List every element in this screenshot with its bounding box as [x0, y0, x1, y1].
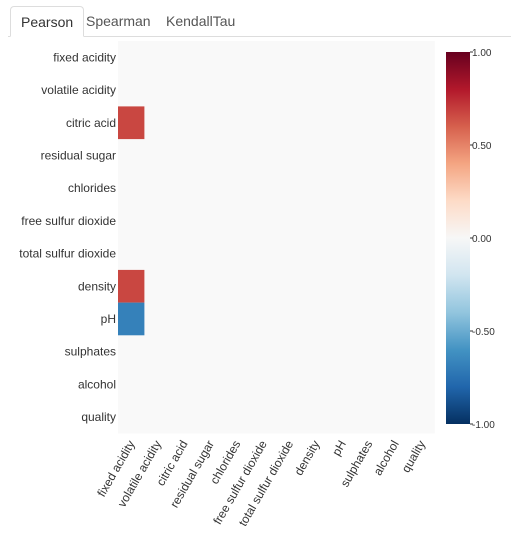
tab-kendalltau[interactable]: KendallTau	[166, 13, 236, 29]
correlation-tabs: Pearson Spearman KendallTau	[8, 6, 511, 37]
row-label: sulphates	[65, 345, 116, 359]
colorbar-tick-label: 0.50	[472, 141, 492, 152]
tab-pearson[interactable]: Pearson	[10, 6, 85, 37]
column-label: density	[291, 438, 322, 478]
colorbar-tick-label: -1.00	[472, 420, 495, 431]
colorbar-tick-label: -0.50	[472, 327, 495, 338]
row-label: chlorides	[68, 181, 116, 195]
row-label: volatile acidity	[41, 83, 116, 97]
row-label: citric acid	[66, 116, 116, 130]
row-label: quality	[81, 410, 116, 424]
column-label: quality	[399, 438, 428, 475]
row-label: total sulfur dioxide	[19, 247, 116, 261]
row-label: residual sugar	[41, 148, 116, 162]
row-label: free sulfur dioxide	[21, 214, 116, 228]
row-label: fixed acidity	[53, 50, 116, 64]
column-label: alcohol	[371, 438, 402, 478]
row-label: pH	[101, 312, 116, 326]
column-label: pH	[329, 438, 349, 458]
tab-spearman[interactable]: Spearman	[86, 13, 151, 29]
heatmap-cell	[118, 106, 145, 140]
colorbar-tick-label: 0.00	[472, 234, 492, 245]
colorbar	[446, 52, 470, 424]
heatmap-cell	[118, 269, 145, 303]
heatmap-cell	[118, 302, 145, 336]
heatmap-plot-area	[118, 41, 435, 434]
row-label: density	[78, 279, 116, 293]
row-label: alcohol	[78, 377, 116, 391]
colorbar-tick-label: 1.00	[472, 48, 492, 59]
